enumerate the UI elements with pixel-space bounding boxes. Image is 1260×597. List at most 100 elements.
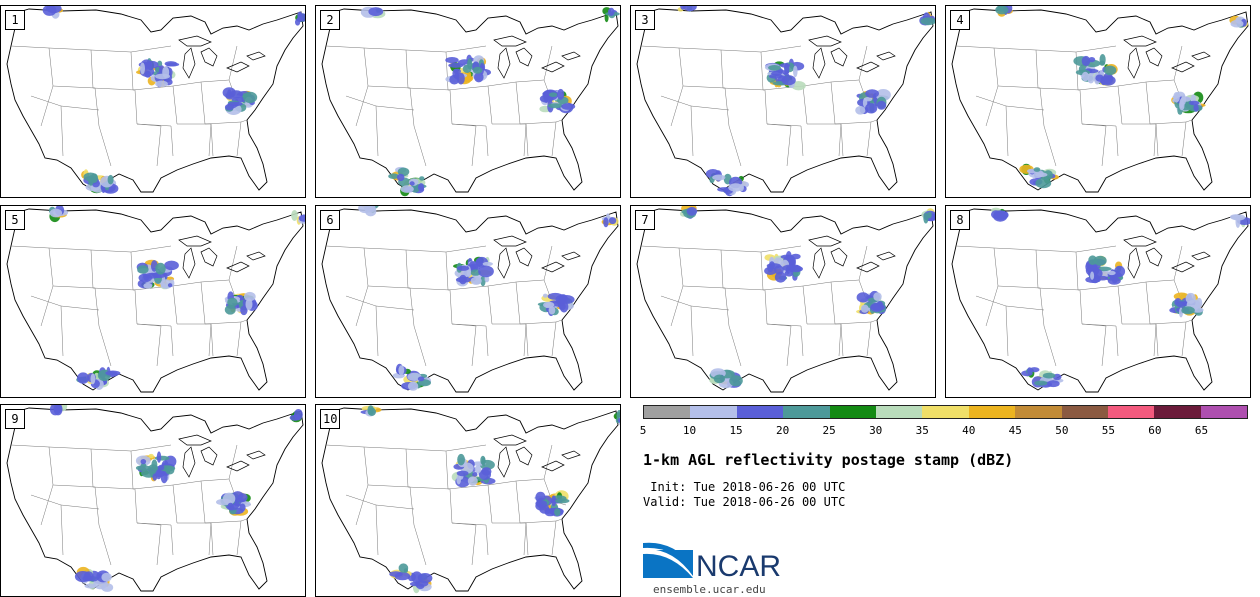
reflectivity-blob: [143, 282, 153, 289]
coastline: [6, 208, 304, 393]
state-boundary: [487, 480, 521, 524]
lake-outline: [1191, 251, 1211, 261]
reflectivity-blob: [1181, 306, 1195, 315]
colorbar-tick-label: 45: [1008, 424, 1022, 437]
state-boundary: [445, 245, 487, 253]
reflectivity-blob: [156, 451, 162, 463]
state-boundary: [130, 45, 172, 53]
state-boundary: [447, 484, 493, 524]
state-boundary: [858, 45, 868, 81]
map-panel-2: 2: [315, 5, 621, 198]
reflectivity-map: [6, 405, 304, 592]
reflectivity-blob: [224, 104, 234, 111]
state-boundary: [208, 323, 212, 357]
reflectivity-blob: [222, 492, 236, 505]
lake-outline: [226, 61, 250, 73]
panel-number-label: 4: [950, 10, 970, 30]
reflectivity-blob: [608, 7, 615, 16]
reflectivity-blob: [407, 381, 419, 391]
reflectivity-map: [951, 6, 1249, 193]
lake-outline: [515, 47, 533, 67]
state-boundary: [52, 484, 100, 526]
state-boundary: [1173, 245, 1183, 281]
reflectivity-blob: [1042, 372, 1056, 379]
state-boundary: [993, 47, 1039, 89]
reflectivity-blob: [1087, 74, 1095, 84]
reflectivity-blob: [1034, 380, 1048, 386]
state-boundary: [543, 45, 553, 81]
state-boundary: [1153, 123, 1157, 157]
map-panel-1: 1: [0, 5, 306, 198]
reflectivity-blob: [920, 17, 935, 26]
state-boundary: [1117, 281, 1151, 325]
state-boundary: [10, 444, 54, 526]
state-boundary: [405, 448, 449, 490]
reflectivity-blob: [608, 217, 617, 225]
reflectivity-blob: [481, 467, 492, 476]
reflectivity-blob: [457, 453, 465, 466]
reflectivity-blob: [368, 7, 384, 17]
state-boundary: [728, 125, 742, 167]
reflectivity-blob: [1107, 270, 1116, 276]
state-boundary: [363, 47, 409, 89]
init-time: Init: Tue 2018-06-26 00 UTC: [643, 480, 846, 494]
state-boundary: [1043, 125, 1057, 167]
reflectivity-blob: [548, 306, 556, 315]
state-boundary: [208, 123, 212, 157]
state-boundary: [1035, 249, 1079, 291]
reflectivity-blob: [364, 206, 376, 213]
lake-outline: [178, 235, 212, 247]
state-boundary: [858, 245, 868, 281]
state-boundary: [1081, 123, 1119, 157]
map-panel-8: 8: [945, 205, 1251, 398]
reflectivity-blob: [793, 65, 798, 78]
state-boundary: [177, 522, 214, 556]
state-boundary: [543, 245, 553, 281]
colorbar-tick-label: 15: [729, 424, 743, 437]
coastline: [321, 407, 619, 592]
colorbar-tick-label: 30: [869, 424, 883, 437]
reflectivity-map: [6, 6, 305, 194]
reflectivity-blob: [227, 502, 234, 511]
lake-outline: [830, 247, 848, 267]
reflectivity-blob: [416, 583, 425, 589]
state-boundary: [838, 323, 842, 357]
reflectivity-blob: [712, 174, 726, 181]
state-boundary: [451, 323, 489, 357]
reflectivity-blob: [398, 365, 405, 376]
reflectivity-map: [636, 206, 935, 393]
state-boundary: [363, 247, 409, 289]
colorbar-segment: [875, 406, 923, 418]
reflectivity-blob: [1093, 255, 1107, 266]
state-boundary: [1075, 245, 1117, 253]
lake-outline: [1127, 247, 1141, 279]
state-boundary: [407, 486, 477, 526]
reflectivity-blob: [686, 206, 698, 216]
state-boundary: [1043, 325, 1057, 367]
reflectivity-blob: [166, 62, 180, 67]
reflectivity-blob: [158, 464, 165, 471]
reflectivity-blob: [135, 465, 151, 471]
reflectivity-blob: [101, 572, 112, 582]
reflectivity-blob: [418, 183, 425, 192]
colorbar-segment: [829, 406, 876, 418]
website-url: ensemble.ucar.edu: [653, 583, 766, 596]
state-boundary: [766, 323, 804, 357]
lake-outline: [200, 446, 218, 466]
reflectivity-blob: [1081, 55, 1091, 67]
state-boundary: [955, 45, 999, 127]
reflectivity-blob: [1043, 170, 1053, 180]
lake-outline: [246, 51, 266, 61]
panel-number-label: 2: [320, 10, 340, 30]
colorbar-tick-label: 25: [822, 424, 836, 437]
reflectivity-blob: [165, 466, 175, 475]
map-panel-3: 3: [630, 5, 936, 198]
reflectivity-blob: [53, 405, 63, 413]
reflectivity-blob: [543, 301, 555, 309]
state-boundary: [760, 45, 802, 53]
reflectivity-blob: [77, 372, 90, 384]
state-boundary: [375, 105, 415, 111]
reflectivity-blob: [291, 210, 298, 221]
reflectivity-blob: [876, 100, 887, 110]
reflectivity-blob: [1231, 214, 1246, 221]
